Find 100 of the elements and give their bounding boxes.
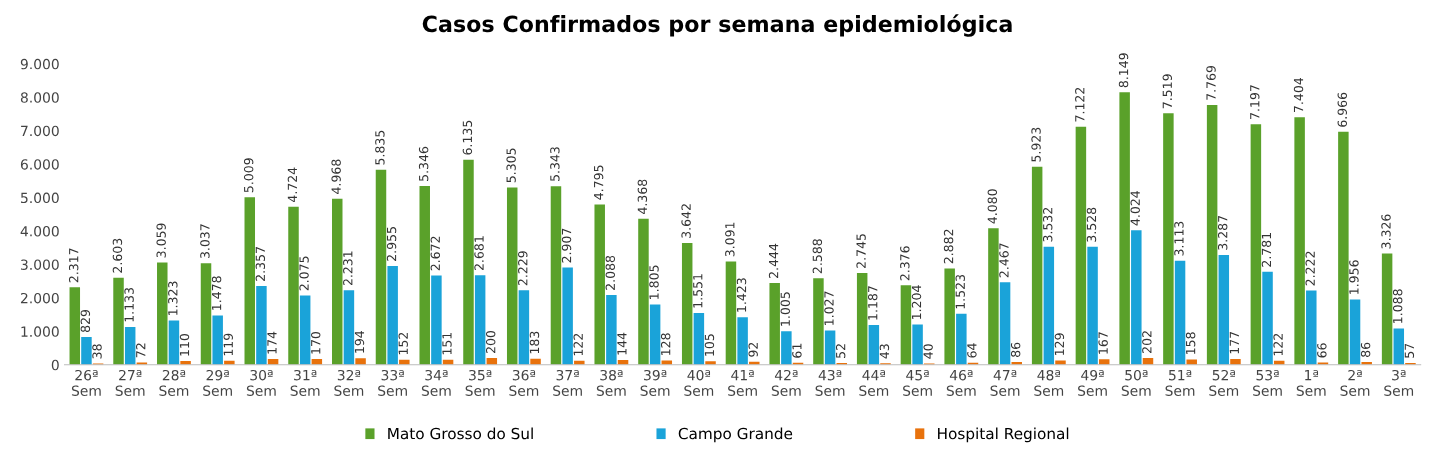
x-tick-label: 1ª Sem — [1296, 369, 1326, 396]
data-label: 200 — [485, 330, 496, 354]
x-tick-label: 43ª Sem — [815, 369, 845, 396]
data-label: 86 — [1360, 342, 1371, 357]
x-tick-label: 38ª Sem — [596, 369, 626, 396]
data-label: 194 — [354, 330, 365, 353]
x-tick-label: 48ª Sem — [1034, 369, 1064, 396]
data-label: 66 — [1317, 343, 1327, 358]
data-label: 4.024 — [1130, 190, 1140, 226]
data-label: 3.113 — [1174, 221, 1184, 256]
x-tick-label: 29ª Sem — [203, 369, 232, 396]
x-tick-label: 31ª Sem — [290, 369, 320, 396]
x-tick-label: 32ª Sem — [334, 369, 364, 396]
data-label: 144 — [617, 332, 627, 355]
x-tick-label: 42ª Sem — [771, 369, 801, 396]
x-tick-label: 51ª Sem — [1165, 369, 1195, 396]
x-tick-label: 27ª Sem — [115, 369, 145, 396]
data-label: 3.532 — [1042, 207, 1053, 242]
data-label: 167 — [1098, 332, 1108, 354]
data-label: 2.222 — [1305, 251, 1315, 286]
data-label: 1.323 — [168, 281, 178, 316]
data-label: 110 — [179, 333, 190, 356]
data-label: 5.009 — [243, 158, 254, 193]
data-label: 2.603 — [112, 238, 123, 273]
data-label: 2.882 — [943, 229, 954, 264]
data-label: 3.059 — [156, 223, 166, 258]
data-label: 2.467 — [999, 243, 1009, 278]
x-tick-label: 50ª Sem — [1121, 369, 1151, 396]
x-tick-label: 28ª Sem — [159, 369, 189, 396]
data-label: 151 — [442, 332, 452, 355]
data-label: 3.091 — [725, 222, 735, 257]
x-tick-label: 2ª Sem — [1340, 369, 1370, 396]
data-label: 1.187 — [868, 286, 878, 320]
data-label: 1.027 — [824, 291, 834, 325]
y-tick-label: 6.000 — [20, 159, 59, 170]
data-label: 7.404 — [1293, 77, 1304, 113]
data-label: 2.357 — [255, 247, 266, 281]
data-label: 202 — [1142, 331, 1152, 353]
data-label: 129 — [1054, 333, 1065, 355]
x-tick-label: 30ª Sem — [246, 369, 276, 396]
x-tick-label: 47ª Sem — [990, 369, 1020, 396]
data-label: 3.528 — [1086, 207, 1097, 242]
data-label: 2.444 — [768, 243, 779, 278]
y-tick-label: 9.000 — [20, 58, 59, 70]
x-tick-label: 33ª Sem — [378, 369, 407, 396]
x-tick-label: 34ª Sem — [421, 369, 451, 396]
y-tick-label: 7.000 — [21, 125, 59, 137]
data-label: 119 — [223, 333, 233, 356]
data-label: 3.326 — [1381, 214, 1391, 249]
legend-label: Mato Grosso do Sul — [388, 427, 533, 440]
data-label: 7.519 — [1162, 74, 1173, 109]
x-tick-label: 37ª Sem — [553, 369, 582, 396]
data-label: 43 — [879, 344, 890, 359]
data-label: 5.923 — [1031, 127, 1041, 162]
data-label: 829 — [80, 309, 91, 333]
data-label: 128 — [660, 333, 671, 355]
data-label: 2.075 — [299, 256, 309, 291]
legend-label: Campo Grande — [678, 427, 793, 443]
data-label: 1.551 — [693, 274, 703, 308]
data-label: 170 — [311, 331, 321, 354]
data-label: 1.088 — [1392, 289, 1403, 323]
data-label: 2.672 — [430, 236, 441, 271]
x-tick-label: 46ª Sem — [946, 369, 976, 396]
data-label: 4.368 — [637, 179, 648, 214]
data-label: 7.122 — [1075, 87, 1085, 122]
data-label: 8.149 — [1118, 53, 1129, 88]
x-tick-label: 52ª Sem — [1209, 369, 1239, 396]
data-label: 7.197 — [1250, 85, 1260, 119]
data-label: 2.907 — [561, 228, 572, 263]
data-label: 158 — [1185, 332, 1196, 354]
x-tick-label: 44ª Sem — [859, 369, 889, 396]
legend-label: Hospital Regional — [938, 427, 1069, 443]
data-label: 5.346 — [418, 146, 429, 181]
x-tick-label: 45ª Sem — [903, 369, 932, 396]
data-label: 122 — [573, 333, 583, 356]
data-label: 64 — [967, 343, 977, 358]
y-tick-label: 8.000 — [20, 92, 59, 103]
data-label: 86 — [1010, 342, 1021, 357]
data-label: 105 — [704, 334, 715, 356]
data-label: 38 — [92, 344, 102, 359]
data-label: 6.135 — [462, 120, 473, 155]
data-label: 6.966 — [1337, 92, 1347, 127]
data-label: 183 — [529, 331, 540, 354]
data-label: 52 — [835, 344, 846, 358]
x-tick-label: 36ª Sem — [509, 369, 539, 396]
data-label: 40 — [923, 344, 933, 359]
y-tick-label: 4.000 — [20, 226, 59, 237]
data-label: 5.343 — [550, 147, 560, 181]
data-label: 4.724 — [287, 167, 297, 203]
data-label: 1.956 — [1349, 260, 1359, 294]
data-label: 1.523 — [955, 274, 965, 309]
data-label: 4.080 — [987, 189, 998, 224]
data-label: 57 — [1404, 343, 1415, 358]
data-label: 61 — [792, 343, 802, 358]
chart-title: Casos Confirmados por semana epidemiológica — [422, 14, 1012, 37]
data-label: 92 — [748, 342, 758, 357]
x-tick-label: 40ª Sem — [684, 369, 714, 396]
data-label: 152 — [398, 332, 408, 355]
data-label: 1.478 — [211, 276, 222, 310]
data-label: 2.088 — [605, 255, 616, 290]
